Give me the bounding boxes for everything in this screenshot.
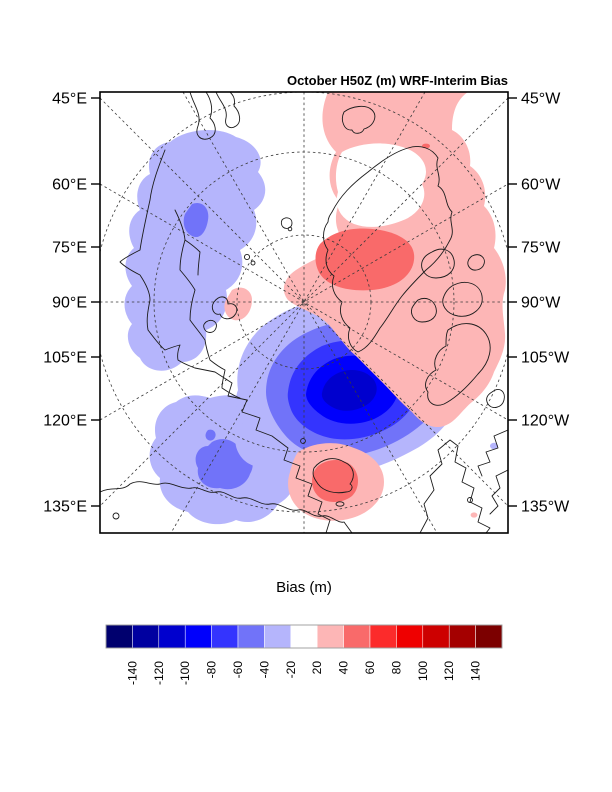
colorbar-tick-label-0: -140 <box>125 661 139 685</box>
coast-canada-6 <box>486 389 505 408</box>
plot-title: October H50Z (m) WRF-Interim Bias <box>287 73 508 88</box>
colorbar-segments <box>105 624 503 649</box>
axis-label-right-6: 135°W <box>521 499 570 516</box>
coast-canada-1 <box>421 248 455 279</box>
colorbar-tick-label-8: 40 <box>337 661 351 675</box>
coast-islet-1 <box>243 253 251 261</box>
axis-labels-left: 45°E 60°E 75°E 90°E 105°E 120°E 135°E <box>43 91 87 516</box>
contour-region-siberia-core <box>183 202 209 238</box>
colorbar-tick-label-7: 20 <box>310 661 324 675</box>
map-canvas <box>100 92 508 533</box>
colorbar-tick-label-10: 80 <box>389 661 403 675</box>
colorbar-tick-label-2: -100 <box>178 661 192 685</box>
colorbar-tick-label-6: -20 <box>284 661 298 679</box>
coast-uk <box>312 458 354 494</box>
contour-hole-greenland <box>335 143 426 227</box>
coastlines <box>100 92 508 533</box>
coast-uk-islet <box>335 501 345 507</box>
colorbar-tick-label-12: 120 <box>442 661 456 681</box>
coast-canada-2 <box>442 282 483 317</box>
colorbar-segment-5 <box>237 624 265 649</box>
coast-norway-east <box>489 469 508 515</box>
axis-label-right-5: 120°W <box>521 413 570 430</box>
colorbar-tick-label-4: -60 <box>231 661 245 679</box>
coast-siberia-river <box>174 209 241 399</box>
contour-region-northsea-core <box>312 460 358 502</box>
coast-canada-3 <box>411 297 437 323</box>
coast-canada-5 <box>467 254 485 271</box>
colorbar-tick-label-11: 100 <box>416 661 430 681</box>
contour-speck-blue <box>490 442 498 450</box>
axis-label-left-5: 120°E <box>43 413 87 430</box>
coast-canada-mainland <box>477 429 508 477</box>
map-frame <box>99 91 509 534</box>
colorbar-segment-0 <box>105 624 133 649</box>
coast-siberia-branch <box>184 239 201 276</box>
contour-region-greenland-core <box>315 228 415 291</box>
axis-label-left-4: 105°E <box>43 350 87 367</box>
coast-svalbard <box>203 296 238 333</box>
coast-canada-baffin <box>425 323 491 406</box>
colorbar-tick-label-5: -40 <box>257 661 271 679</box>
colorbar-segment-1 <box>132 624 160 649</box>
axis-labels-right: 45°W 60°W 75°W 90°W 105°W 120°W 135°W <box>521 91 570 516</box>
axis-label-right-1: 60°W <box>521 177 561 194</box>
colorbar-segment-3 <box>184 624 212 649</box>
axis-label-right-2: 75°W <box>521 240 561 257</box>
axis-label-left-2: 75°E <box>52 240 87 257</box>
colorbar-segment-13 <box>448 624 476 649</box>
contour-speck-pink <box>470 512 478 518</box>
axis-ticks <box>91 97 517 507</box>
coast-islet-2 <box>250 260 256 266</box>
colorbar-border <box>105 624 503 649</box>
axis-label-left-1: 60°E <box>52 177 87 194</box>
axis-label-right-3: 90°W <box>521 295 561 312</box>
colorbar-segment-8 <box>316 624 344 649</box>
contour-region-svalbard-patch <box>224 287 252 321</box>
colorbar-segment-7 <box>290 624 318 649</box>
colorbar-tick-label-1: -120 <box>152 661 166 685</box>
colorbar-segment-9 <box>343 624 371 649</box>
colorbar-segment-10 <box>369 624 397 649</box>
contour-region-europe-core <box>195 429 253 490</box>
coast-islet-baltic <box>112 512 120 520</box>
colorbar-tick-label-13: 140 <box>469 661 483 681</box>
coast-islet-5 <box>300 438 306 444</box>
contour-central-m100 <box>321 370 377 411</box>
axis-label-left-0: 45°E <box>52 91 87 108</box>
colorbar-title: Bias (m) <box>276 579 332 596</box>
colorbar-segment-14 <box>475 624 503 649</box>
colorbar-tick-label-9: 60 <box>363 661 377 675</box>
coast-siberia <box>119 149 196 369</box>
graticule <box>100 92 508 533</box>
coast-novaya-zemlya-east <box>215 92 241 129</box>
coast-europe-south <box>100 481 353 533</box>
colorbar-tick-labels: -140 -120 -100 -80 -60 -40 -20 20 40 60 80 100 120 14… <box>125 661 482 685</box>
colorbar-segment-11 <box>396 624 424 649</box>
axis-label-right-0: 45°W <box>521 91 561 108</box>
coast-greenland <box>323 146 453 353</box>
axis-label-right-4: 105°W <box>521 350 570 367</box>
colorbar-segment-12 <box>422 624 450 649</box>
colorbar-segment-2 <box>158 624 186 649</box>
coast-islet-norway <box>467 497 473 503</box>
colorbar-segment-6 <box>264 624 292 649</box>
coast-islet-4 <box>287 226 293 232</box>
coast-scandinavia <box>419 439 491 533</box>
colorbar-tick-label-3: -80 <box>205 661 219 679</box>
colorbar-segment-4 <box>211 624 239 649</box>
axis-label-left-3: 90°E <box>52 295 87 312</box>
contour-fills-positive <box>224 92 506 521</box>
coast-novaya-zemlya-west <box>189 92 216 140</box>
coast-eurasia <box>194 367 331 533</box>
axis-label-left-6: 135°E <box>43 499 87 516</box>
contour-region-siberia-light <box>124 129 266 371</box>
coast-island-north <box>341 105 376 134</box>
